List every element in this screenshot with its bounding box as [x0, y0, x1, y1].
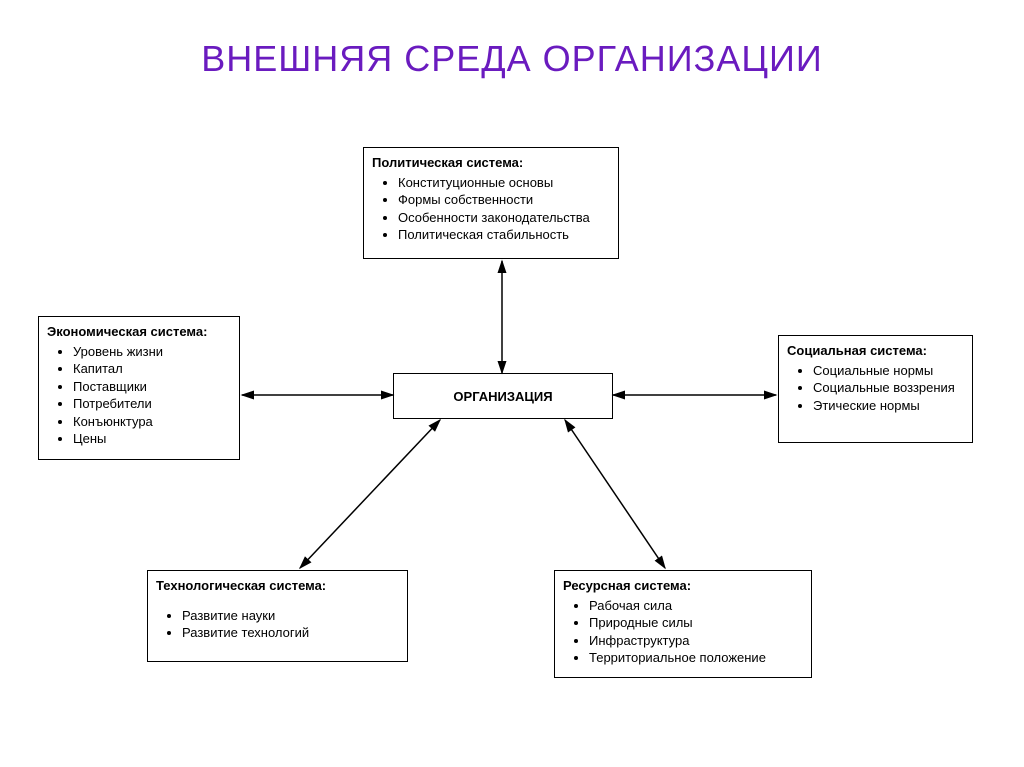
- list-item: Политическая стабильность: [398, 226, 610, 244]
- node-items: Социальные нормы Социальные воззрения Эт…: [787, 362, 964, 415]
- list-item: Формы собственности: [398, 191, 610, 209]
- list-item: Цены: [73, 430, 231, 448]
- node-items: Развитие науки Развитие технологий: [156, 607, 399, 642]
- node-resource-system: Ресурсная система: Рабочая сила Природны…: [554, 570, 812, 678]
- list-item: Территориальное положение: [589, 649, 803, 667]
- list-item: Особенности законодательства: [398, 209, 610, 227]
- list-item: Конституционные основы: [398, 174, 610, 192]
- center-node-organization: ОРГАНИЗАЦИЯ: [393, 373, 613, 419]
- list-item: Развитие науки: [182, 607, 399, 625]
- list-item: Капитал: [73, 360, 231, 378]
- list-item: Потребители: [73, 395, 231, 413]
- list-item: Инфраструктура: [589, 632, 803, 650]
- connector-line: [565, 420, 665, 568]
- node-items: Уровень жизни Капитал Поставщики Потреби…: [47, 343, 231, 448]
- node-title: Социальная система:: [787, 342, 964, 360]
- node-social-system: Социальная система: Социальные нормы Соц…: [778, 335, 973, 443]
- list-item: Природные силы: [589, 614, 803, 632]
- node-title: Политическая система:: [372, 154, 610, 172]
- node-economic-system: Экономическая система: Уровень жизни Кап…: [38, 316, 240, 460]
- node-political-system: Политическая система: Конституционные ос…: [363, 147, 619, 259]
- list-item: Социальные нормы: [813, 362, 964, 380]
- node-items: Конституционные основы Формы собственнос…: [372, 174, 610, 244]
- page-title: ВНЕШНЯЯ СРЕДА ОРГАНИЗАЦИИ: [0, 38, 1024, 80]
- node-technological-system: Технологическая система: Развитие науки …: [147, 570, 408, 662]
- list-item: Поставщики: [73, 378, 231, 396]
- node-title: Технологическая система:: [156, 577, 399, 595]
- list-item: Социальные воззрения: [813, 379, 964, 397]
- node-title: Ресурсная система:: [563, 577, 803, 595]
- list-item: Уровень жизни: [73, 343, 231, 361]
- list-item: Этические нормы: [813, 397, 964, 415]
- list-item: Рабочая сила: [589, 597, 803, 615]
- center-node-label: ОРГАНИЗАЦИЯ: [453, 389, 552, 404]
- list-item: Конъюнктура: [73, 413, 231, 431]
- node-items: Рабочая сила Природные силы Инфраструкту…: [563, 597, 803, 667]
- list-item: Развитие технологий: [182, 624, 399, 642]
- connector-line: [300, 420, 440, 568]
- node-title: Экономическая система:: [47, 323, 231, 341]
